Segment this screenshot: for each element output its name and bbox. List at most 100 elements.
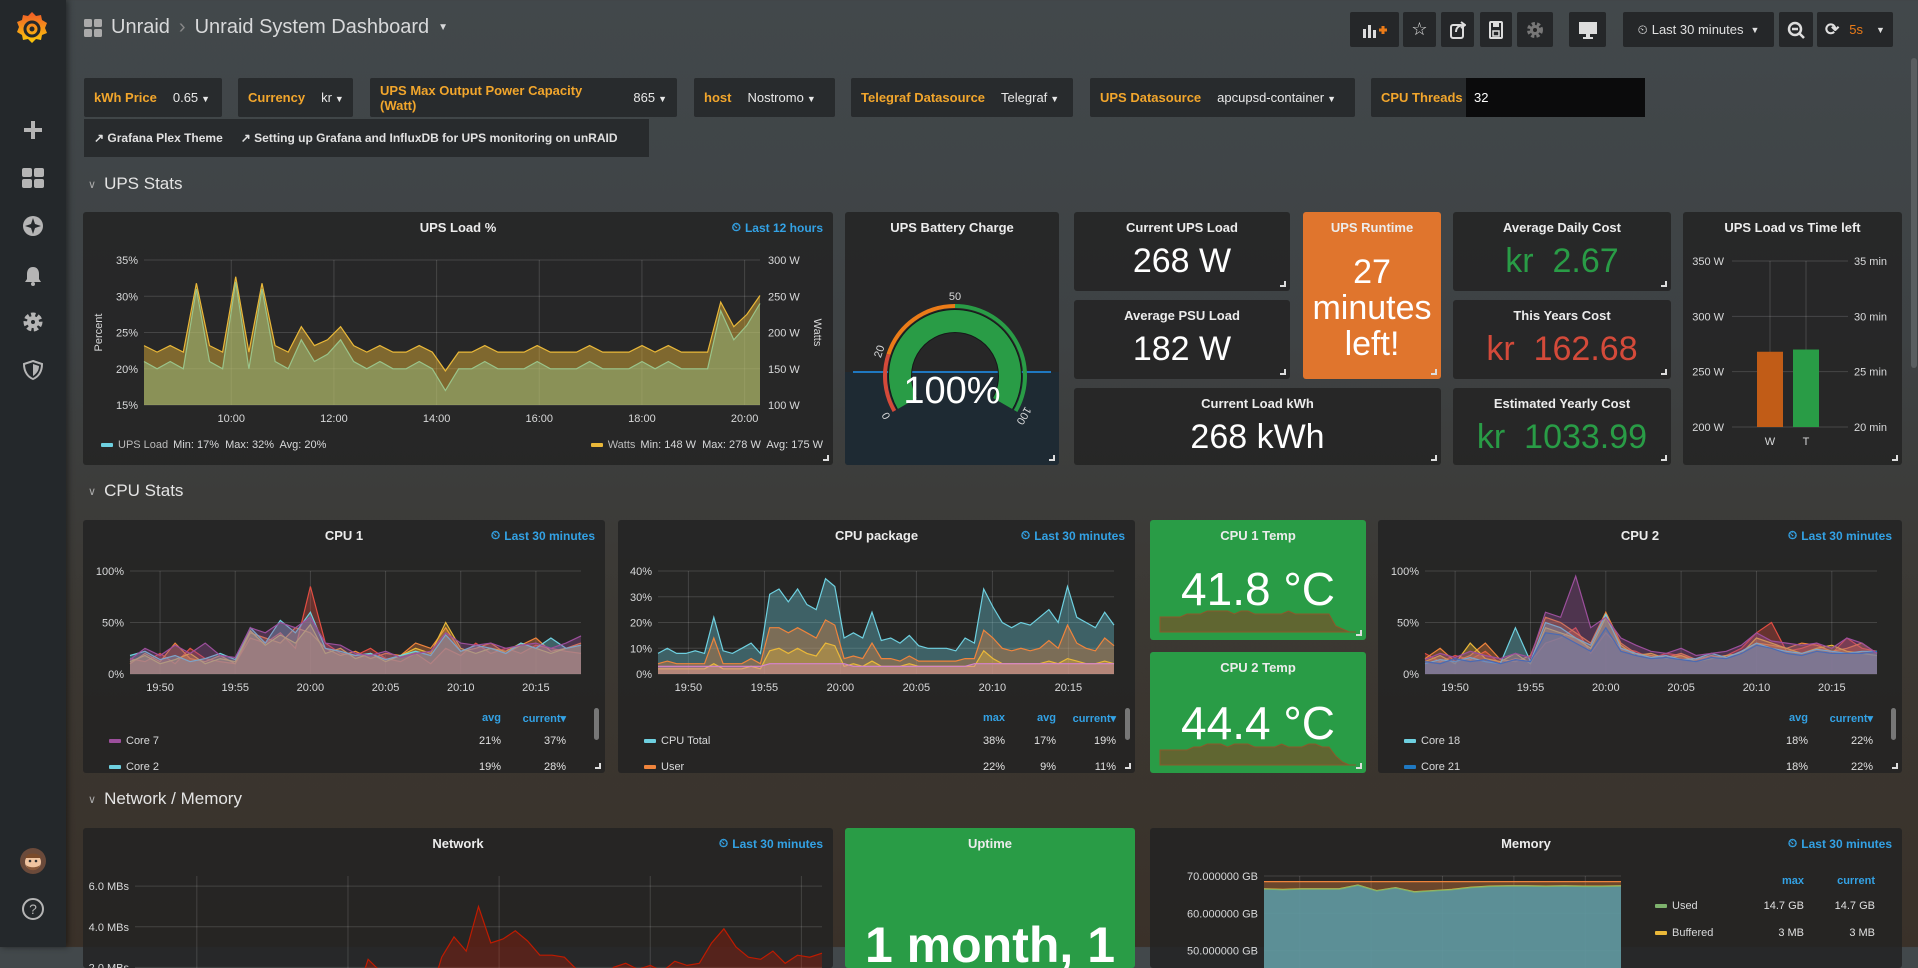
- dashboard-title[interactable]: Unraid System Dashboard: [195, 16, 430, 39]
- legend-item[interactable]: Used: [1655, 900, 1698, 912]
- page-scrollbar[interactable]: [1911, 58, 1917, 368]
- legend-sort-max[interactable]: max: [1750, 875, 1804, 887]
- panel-cpu2-temp[interactable]: CPU 2 Temp 44.4 °C: [1150, 652, 1366, 773]
- resize-handle[interactable]: [1661, 369, 1667, 375]
- legend-sort-max[interactable]: max: [958, 712, 1005, 724]
- help-icon[interactable]: ?: [21, 897, 45, 921]
- star-button[interactable]: ☆: [1403, 12, 1436, 47]
- panel-ups-load[interactable]: UPS Load % ⏲Last 12 hours 15%20%25%30%35…: [83, 212, 833, 465]
- gear-icon[interactable]: [21, 310, 45, 334]
- resize-handle[interactable]: [1892, 455, 1898, 461]
- row-ups-stats[interactable]: ∨UPS Stats: [88, 174, 182, 194]
- variable-label: Currency: [248, 90, 305, 105]
- variable-value[interactable]: 865▼: [633, 90, 667, 105]
- shield-icon[interactable]: [21, 358, 45, 382]
- user-avatar[interactable]: [20, 848, 46, 874]
- panel-average-daily-cost[interactable]: Average Daily Cost kr 2.67: [1453, 212, 1671, 291]
- gear-icon: [1526, 21, 1544, 39]
- legend-sort-current[interactable]: current▾: [1810, 712, 1873, 725]
- resize-handle[interactable]: [823, 455, 829, 461]
- legend-scrollbar[interactable]: [1125, 708, 1130, 740]
- cpu-threads-input[interactable]: [1466, 78, 1645, 117]
- add-panel-button[interactable]: [1350, 12, 1399, 47]
- resize-handle[interactable]: [595, 763, 601, 769]
- panel-ups-runtime[interactable]: UPS Runtime 27 minutes left!: [1303, 212, 1441, 379]
- legend-item[interactable]: Core 18: [1404, 735, 1460, 747]
- legend-item[interactable]: Buffered: [1655, 927, 1713, 939]
- panel-this-years-cost[interactable]: This Years Cost kr 162.68: [1453, 300, 1671, 379]
- breadcrumb-folder[interactable]: Unraid: [111, 16, 170, 39]
- resize-handle[interactable]: [1661, 281, 1667, 287]
- compass-icon[interactable]: [21, 214, 45, 238]
- panel-estimated-yearly-cost[interactable]: Estimated Yearly Cost kr 1033.99: [1453, 388, 1671, 465]
- legend-item[interactable]: CPU Total: [644, 735, 710, 747]
- legend-item[interactable]: User: [644, 761, 684, 773]
- time-picker[interactable]: ⏲Last 30 minutes▼: [1623, 12, 1774, 47]
- legend-sort-current[interactable]: current: [1810, 875, 1875, 887]
- variable-currency[interactable]: Currency kr▼: [238, 78, 353, 117]
- refresh-picker[interactable]: ⟳5s▼: [1817, 12, 1893, 47]
- legend-sort-current[interactable]: current▾: [503, 712, 566, 725]
- variable-value[interactable]: kr▼: [321, 90, 344, 105]
- x-tick-label: 19:55: [751, 682, 779, 694]
- plus-icon[interactable]: [21, 118, 45, 142]
- resize-handle[interactable]: [1892, 763, 1898, 769]
- variable-value[interactable]: apcupsd-container▼: [1217, 90, 1336, 105]
- panel-uptime[interactable]: Uptime 1 month, 1: [845, 828, 1135, 968]
- y-tick-label: 50%: [102, 618, 124, 630]
- legend-item[interactable]: Core 7: [109, 735, 159, 747]
- tv-mode-button[interactable]: [1569, 12, 1606, 47]
- grafana-logo[interactable]: [14, 10, 50, 51]
- variable-value[interactable]: Nostromo▼: [747, 90, 815, 105]
- variable-ups-max-output[interactable]: UPS Max Output Power Capacity (Watt)865▼: [370, 78, 677, 117]
- variable-value[interactable]: Telegraf▼: [1001, 90, 1059, 105]
- link-grafana-plex-theme[interactable]: ↗ Grafana Plex Theme: [94, 131, 223, 145]
- variable-value[interactable]: 0.65▼: [173, 90, 210, 105]
- bell-icon[interactable]: [21, 264, 45, 288]
- panel-average-psu-load[interactable]: Average PSU Load 182 W: [1074, 300, 1290, 379]
- resize-handle[interactable]: [1661, 455, 1667, 461]
- legend-item[interactable]: Core 21: [1404, 761, 1460, 773]
- row-network-memory[interactable]: ∨Network / Memory: [88, 789, 242, 809]
- panel-cpu1-temp[interactable]: CPU 1 Temp 41.8 °C: [1150, 520, 1366, 640]
- resize-handle[interactable]: [1125, 763, 1131, 769]
- panel-cpu-package[interactable]: CPU package ⏲Last 30 minutes 0%10%20%30%…: [618, 520, 1135, 773]
- row-cpu-stats[interactable]: ∨CPU Stats: [88, 481, 183, 501]
- legend-scrollbar[interactable]: [594, 708, 599, 740]
- panel-current-load-kwh[interactable]: Current Load kWh 268 kWh: [1074, 388, 1441, 465]
- save-button[interactable]: [1480, 12, 1512, 47]
- link-ups-monitoring-guide[interactable]: ↗ Setting up Grafana and InfluxDB for UP…: [241, 131, 618, 145]
- panel-network[interactable]: Network ⏲Last 30 minutes 2.0 MBs4.0 MBs6…: [83, 828, 833, 968]
- resize-handle[interactable]: [1280, 281, 1286, 287]
- legend-sort-avg[interactable]: avg: [1013, 712, 1056, 724]
- series-area-series-0: [135, 907, 822, 968]
- resize-handle[interactable]: [1280, 369, 1286, 375]
- legend-sort-avg[interactable]: avg: [463, 712, 501, 724]
- dashboards-icon[interactable]: [21, 166, 45, 190]
- resize-handle[interactable]: [1049, 455, 1055, 461]
- resize-handle[interactable]: [1431, 455, 1437, 461]
- settings-button[interactable]: [1517, 12, 1553, 47]
- legend-sort-avg[interactable]: avg: [1770, 712, 1808, 724]
- legend-sort-current[interactable]: current▾: [1058, 712, 1116, 725]
- panel-current-ups-load[interactable]: Current UPS Load 268 W: [1074, 212, 1290, 291]
- legend-item[interactable]: Core 2: [109, 761, 159, 773]
- share-button[interactable]: [1441, 12, 1474, 47]
- resize-handle[interactable]: [1431, 369, 1437, 375]
- legend-scrollbar[interactable]: [1891, 708, 1896, 740]
- chevron-down-icon[interactable]: ▼: [438, 22, 448, 33]
- resize-handle[interactable]: [1356, 630, 1362, 636]
- zoom-out-button[interactable]: [1779, 12, 1813, 47]
- resize-handle[interactable]: [1356, 763, 1362, 769]
